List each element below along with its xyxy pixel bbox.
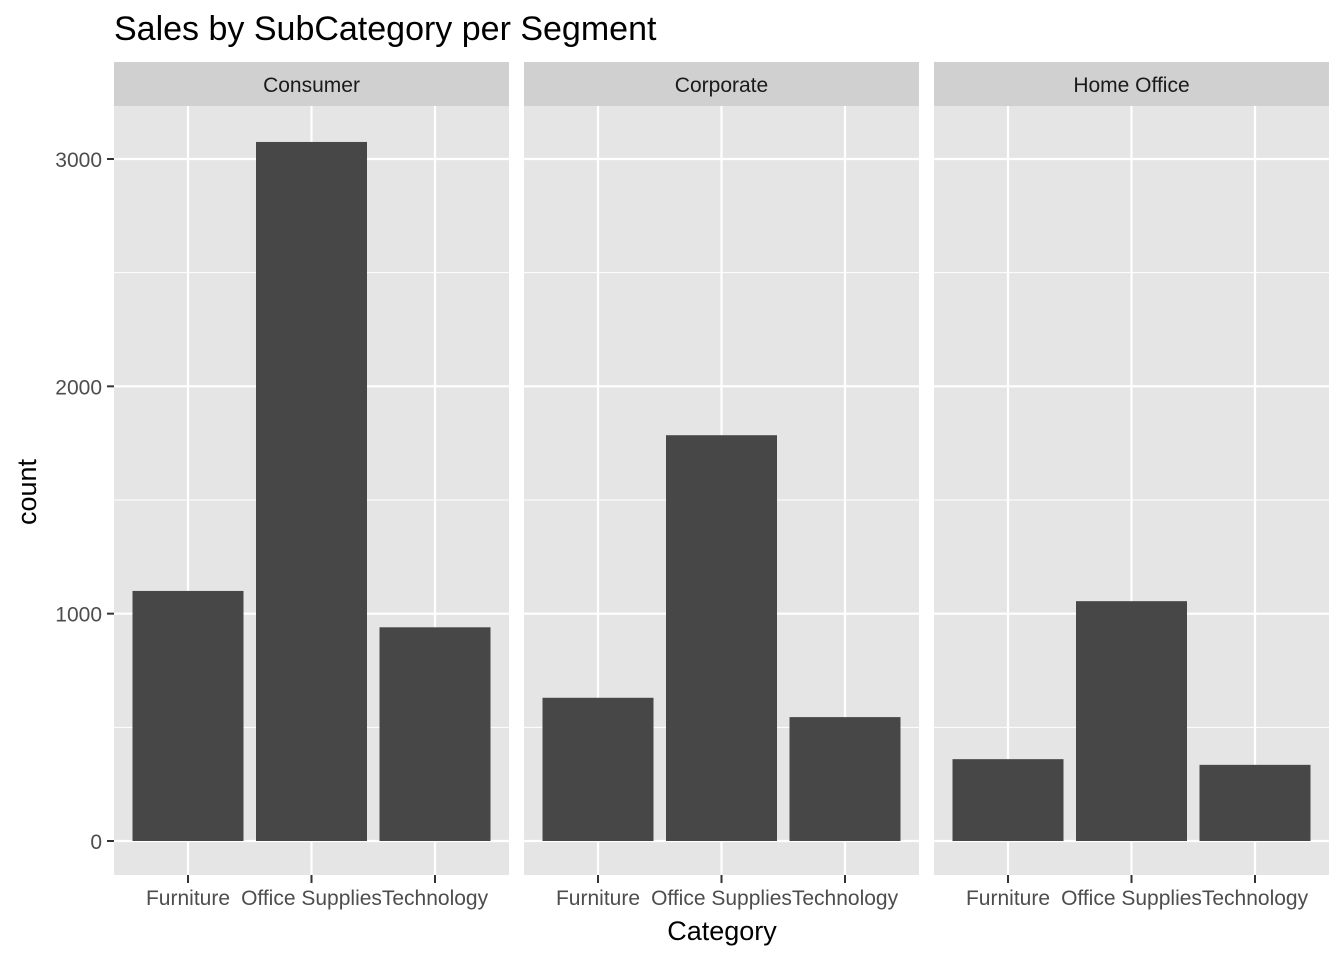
x-tick-label: Office Supplies [241,887,382,910]
x-tick-label: Technology [792,887,899,910]
x-tick-label: Technology [382,887,489,910]
bar [542,697,654,841]
y-tick-label: 0 [90,831,102,854]
chart-title: Sales by SubCategory per Segment [114,10,657,48]
y-tick-label: 3000 [55,149,102,172]
y-tick-label: 2000 [55,376,102,399]
x-axis-label: Category [667,916,777,946]
facet-panel: Corporate Furniture Office Supplies Technol… [524,62,919,910]
x-tick-label: Office Supplies [1061,887,1202,910]
bar [1199,764,1311,841]
x-tick-label: Furniture [556,887,640,910]
x-tick-label: Technology [1202,887,1309,910]
facet-strip-label: Corporate [675,74,768,97]
y-axis: 0 1000 2000 3000 [55,149,114,854]
bar [666,435,777,841]
facet-strip-label: Home Office [1073,74,1189,97]
facet-strip [114,62,509,106]
facet-panel: Consumer Furniture Office Supplies Technolo… [114,62,509,910]
bar [1076,601,1187,841]
bar [952,759,1064,841]
bar [789,717,901,841]
bar [256,141,367,841]
facet-panel: Home Office Furniture Office Supplies Techn… [934,62,1329,910]
facet-strip [934,62,1329,106]
facet-strip [524,62,919,106]
x-tick-label: Furniture [146,887,230,910]
bar [379,627,491,841]
x-tick-label: Office Supplies [651,887,792,910]
y-axis-label: count [12,458,42,525]
facet-strip-label: Consumer [263,74,360,97]
bar [132,590,244,841]
y-tick-label: 1000 [55,604,102,627]
x-tick-label: Furniture [966,887,1050,910]
